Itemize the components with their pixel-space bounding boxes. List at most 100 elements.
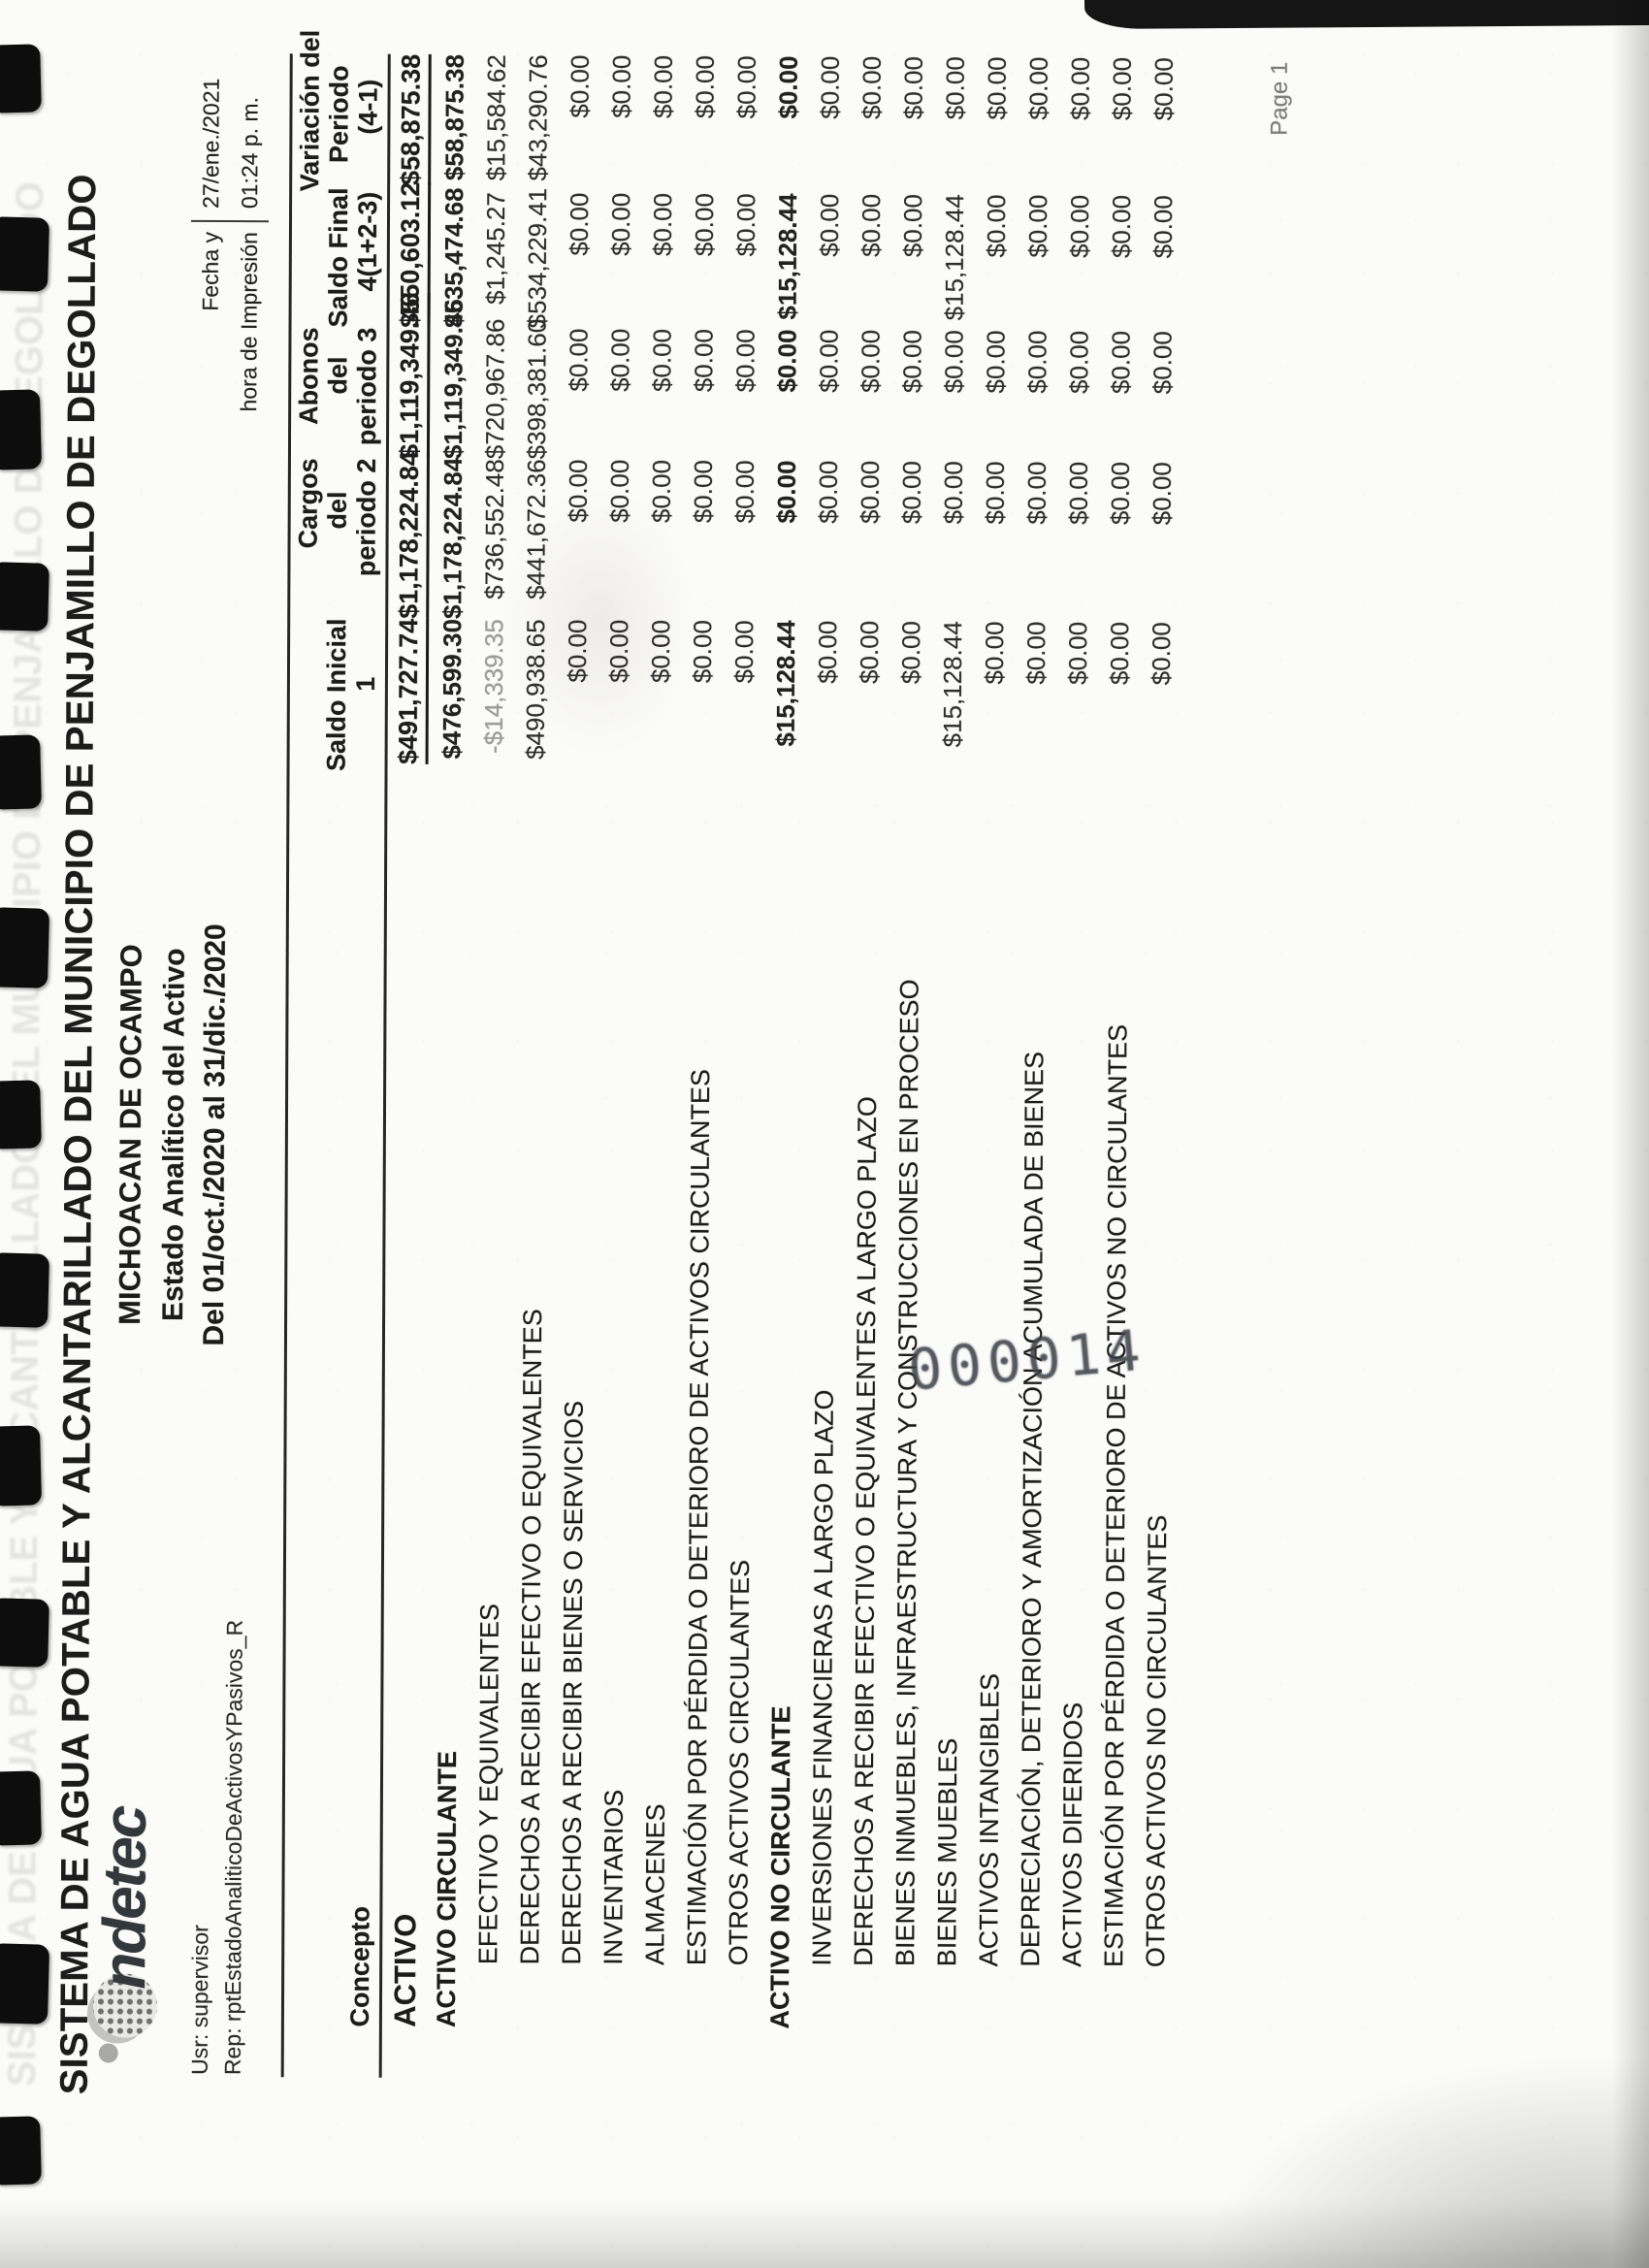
cell-value: $0.00 — [603, 619, 634, 683]
binding-hole — [0, 389, 43, 470]
cell-value: $1,178,224.84 — [437, 457, 468, 620]
print-meta: Fecha y 27/ene./2021 hora de Impresión 0… — [190, 62, 270, 416]
binding-hole — [0, 907, 50, 988]
table-header-row: Concepto Saldo Inicial 1 Cargos del peri… — [287, 30, 385, 2077]
cell-value: $0.00 — [895, 621, 926, 685]
cell-value: $490,938.65 — [520, 619, 551, 761]
cell-concepto: BIENES INMUEBLES, INFRAESTRUCTURA Y CONS… — [890, 979, 924, 1967]
cell-value: $0.00 — [1106, 330, 1136, 395]
cell-value: $1,119,349.46 — [394, 292, 431, 459]
cell-value: $534,229.41 — [522, 187, 553, 329]
cell-value: $0.00 — [1064, 330, 1094, 395]
binding-hole — [0, 1943, 50, 2025]
cell-value: $0.00 — [1020, 621, 1051, 685]
cell-value: $441,672.36 — [521, 459, 551, 600]
cell-concepto: OTROS ACTIVOS CIRCULANTES — [724, 1559, 755, 1966]
cell-value: $58,875.38 — [439, 53, 469, 181]
cell-value: $736,552.48 — [479, 459, 509, 599]
binding-hole — [0, 562, 49, 632]
cell-value: $550,603.12 — [395, 181, 431, 328]
cell-value: $0.00 — [938, 461, 968, 525]
binding-hole — [0, 1770, 42, 1846]
cell-value: $0.00 — [814, 193, 845, 257]
table-row: OTROS ACTIVOS NO CIRCULANTES $0.00 $0.00 $0… — [1135, 57, 1185, 2081]
cell-value: $1,119,349.46 — [437, 299, 469, 460]
cell-value: $0.00 — [813, 460, 843, 524]
cell-value: $15,128.44 — [770, 620, 801, 747]
cell-value: $0.00 — [730, 193, 761, 257]
cell-value: $0.00 — [939, 330, 969, 394]
cell-value: $0.00 — [982, 56, 1012, 120]
scan-edge-top — [1084, 0, 1649, 30]
cell-value: $0.00 — [1147, 462, 1177, 526]
cell-value: $0.00 — [771, 460, 801, 524]
cell-value: $58,875.38 — [395, 53, 432, 192]
cell-value: $15,128.44 — [939, 194, 970, 321]
column-header-concepto: Concepto — [344, 1906, 375, 2027]
cell-concepto: ACTIVO CIRCULANTE — [431, 1750, 463, 2028]
cell-concepto: INVERSIONES FINANCIERAS A LARGO PLAZO — [807, 1389, 839, 1966]
cell-value: $491,727.74 — [393, 618, 429, 823]
print-time-row: hora de Impresión 01:24 p. m. — [229, 63, 270, 416]
cell-value: $0.00 — [728, 620, 760, 684]
user-line: Usr: supervisor — [186, 1925, 213, 2075]
cell-value: $0.00 — [940, 56, 970, 120]
binding-hole — [0, 734, 42, 810]
cell-value: $0.00 — [1022, 194, 1053, 258]
cell-value: -$14,339.35 — [478, 619, 509, 755]
cell-value: $0.00 — [896, 461, 926, 525]
cell-value: $0.00 — [1022, 330, 1052, 394]
cell-value: $0.00 — [1065, 56, 1095, 121]
scan-edge-bottom — [0, 2198, 1649, 2268]
cell-value: $0.00 — [604, 459, 634, 523]
cell-value: $0.00 — [1105, 461, 1135, 526]
print-time-label: hora de Impresión — [235, 232, 262, 412]
cell-value: $0.00 — [897, 330, 927, 394]
cell-value: $0.00 — [690, 55, 720, 119]
cell-value: $0.00 — [1063, 461, 1093, 525]
cell-value: $0.00 — [856, 193, 887, 258]
column-header-saldo-final: Saldo Final 4(1+2-3) — [323, 187, 383, 328]
cell-concepto: INVENTARIOS — [598, 1789, 629, 1965]
cell-value: $0.00 — [1023, 56, 1053, 120]
cell-value: $0.00 — [1148, 57, 1179, 121]
cell-value: $0.00 — [731, 55, 761, 119]
cell-value: $0.00 — [689, 193, 720, 257]
cell-value: $0.00 — [812, 620, 843, 684]
cell-value: $0.00 — [605, 328, 635, 392]
report-id-line: Rep: rptEstadoAnaliticoDeActivosYPasivos… — [219, 1619, 247, 2076]
cell-value: $0.00 — [606, 54, 636, 118]
cell-value: $0.00 — [854, 620, 885, 685]
cell-value: $0.00 — [1062, 621, 1093, 685]
binding-hole — [0, 216, 49, 292]
print-date-row: Fecha y 27/ene./2021 — [190, 62, 231, 416]
cell-value: $15,128.44 — [937, 621, 968, 748]
cell-value: $0.00 — [898, 56, 928, 120]
cell-value: $0.00 — [857, 55, 887, 120]
cell-value: $0.00 — [897, 194, 928, 258]
cell-value: $0.00 — [646, 459, 676, 524]
column-header-saldo-inicial: Saldo Inicial 1 — [321, 618, 380, 772]
table-body: ACTIVO $491,727.74 $1,178,224.84 $1,119,349… — [384, 53, 1185, 2082]
cell-value: $0.00 — [1146, 622, 1177, 686]
cell-value: $0.00 — [564, 328, 594, 392]
cell-value: $0.00 — [565, 54, 595, 118]
cell-concepto: OTROS ACTIVOS NO CIRCULANTES — [1141, 1514, 1173, 1968]
cell-concepto: ALMACENES — [640, 1803, 670, 1966]
scan-corner-shadow — [1203, 2055, 1649, 2268]
scan-edge-right — [1612, 0, 1649, 2268]
cell-value: $0.00 — [814, 329, 844, 393]
cell-value: $0.00 — [980, 461, 1010, 525]
cell-value: $0.00 — [1106, 194, 1137, 259]
cell-concepto: DERECHOS A RECIBIR EFECTIVO O EQUIVALENT… — [515, 1309, 548, 1965]
cell-concepto: DERECHOS A RECIBIR BIENES O SERVICIOS — [557, 1400, 589, 1965]
cell-value: $0.00 — [772, 329, 802, 393]
cell-value: $0.00 — [1148, 195, 1179, 259]
cell-value: $0.00 — [605, 192, 636, 256]
cell-value: $0.00 — [815, 55, 845, 119]
cell-value: $0.00 — [981, 194, 1012, 258]
cell-concepto: ESTIMACIÓN POR PÉRDIDA O DETERIORO DE AC… — [1099, 1023, 1133, 1968]
cell-value: $0.00 — [563, 459, 593, 523]
cell-value: $0.00 — [1064, 194, 1095, 259]
cell-value: $0.00 — [647, 328, 677, 393]
